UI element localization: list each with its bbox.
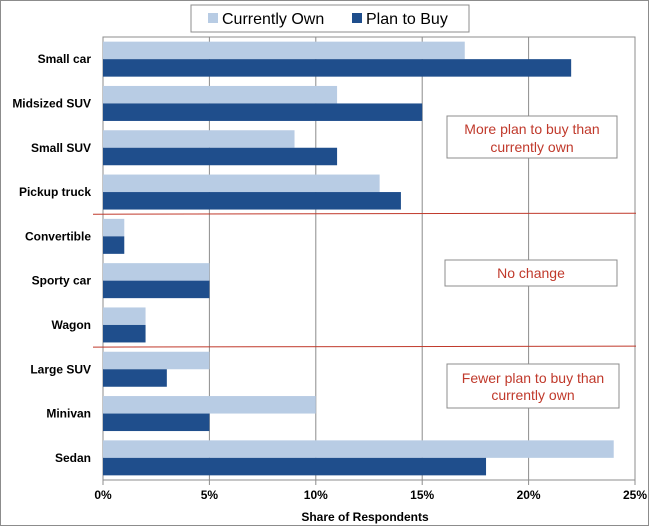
category-label-sporty-car: Sporty car (32, 274, 92, 288)
legend-box (190, 4, 470, 33)
group-dividers (92, 212, 637, 348)
bar-currently-own-small-car (103, 41, 465, 60)
annotation-box-no-change (444, 259, 618, 287)
legend-label-plan-to-buy: Plan to Buy (366, 11, 448, 28)
annotation-box-more (446, 115, 618, 159)
x-tick-label-15: 15% (410, 488, 434, 502)
divider-after-wagon (92, 345, 637, 348)
category-label-pickup-truck: Pickup truck (19, 185, 91, 199)
x-tick-label-0: 0% (94, 488, 112, 502)
category-label-wagon: Wagon (51, 318, 91, 332)
x-tick-label-5: 5% (201, 488, 219, 502)
annotation-fewer-line2: currently own (491, 387, 574, 403)
annotation-no-change-line1: No change (497, 265, 565, 281)
bar-currently-own-minivan (103, 396, 316, 414)
bar-plan-to-buy-minivan (103, 413, 210, 432)
x-tick-label-20: 20% (517, 488, 541, 502)
bar-plan-to-buy-small-suv (103, 147, 338, 166)
x-tick-label-10: 10% (304, 488, 328, 502)
annotation-more-plan: More plan to buy than currently own (446, 115, 618, 159)
bar-currently-own-midsized-suv (103, 85, 338, 104)
bar-plan-to-buy-convertible (103, 236, 125, 254)
bar-currently-own-sedan (103, 440, 614, 458)
legend: Currently Own Plan to Buy (190, 4, 470, 33)
bar-currently-own-small-suv (103, 130, 295, 148)
legend-swatch-plan-to-buy (352, 13, 362, 23)
annotation-fewer-line1: Fewer plan to buy than (462, 370, 604, 386)
bar-currently-own-pickup-truck (103, 174, 380, 193)
category-labels: Small car Midsized SUV Small SUV Pickup tru… (12, 52, 91, 465)
bar-currently-own-convertible (103, 218, 125, 237)
annotation-more-line1: More plan to buy than (464, 121, 599, 137)
bar-plan-to-buy-sporty-car (103, 280, 210, 299)
bars (103, 41, 614, 476)
category-label-minivan: Minivan (46, 407, 91, 421)
bar-currently-own-large-suv (103, 351, 210, 370)
bar-plan-to-buy-wagon (103, 324, 146, 343)
annotation-more-line2: currently own (490, 139, 573, 155)
bar-plan-to-buy-small-car (103, 59, 572, 77)
annotation-no-change: No change (444, 259, 618, 287)
annotation-box-fewer (446, 363, 620, 409)
bar-plan-to-buy-sedan (103, 457, 487, 476)
category-label-small-car: Small car (38, 52, 92, 66)
bar-plan-to-buy-large-suv (103, 369, 167, 387)
bar-currently-own-wagon (103, 307, 146, 325)
x-tick-label-25: 25% (623, 488, 647, 502)
divider-after-pickup-truck (92, 212, 637, 215)
x-axis-title: Share of Respondents (301, 510, 429, 524)
category-label-small-suv: Small SUV (31, 141, 91, 155)
legend-label-currently-own: Currently Own (222, 11, 324, 28)
category-label-sedan: Sedan (55, 451, 91, 465)
category-label-midsized-suv: Midsized SUV (12, 96, 91, 110)
bar-plan-to-buy-midsized-suv (103, 103, 423, 121)
x-tick-labels: 0% 5% 10% 15% 20% 25% (94, 480, 647, 502)
legend-swatch-currently-own (208, 13, 218, 23)
annotation-fewer-plan: Fewer plan to buy than currently own (446, 363, 620, 409)
bar-currently-own-sporty-car (103, 263, 210, 281)
bar-plan-to-buy-pickup-truck (103, 192, 401, 210)
category-label-convertible: Convertible (25, 229, 91, 243)
category-label-large-suv: Large SUV (30, 362, 91, 376)
